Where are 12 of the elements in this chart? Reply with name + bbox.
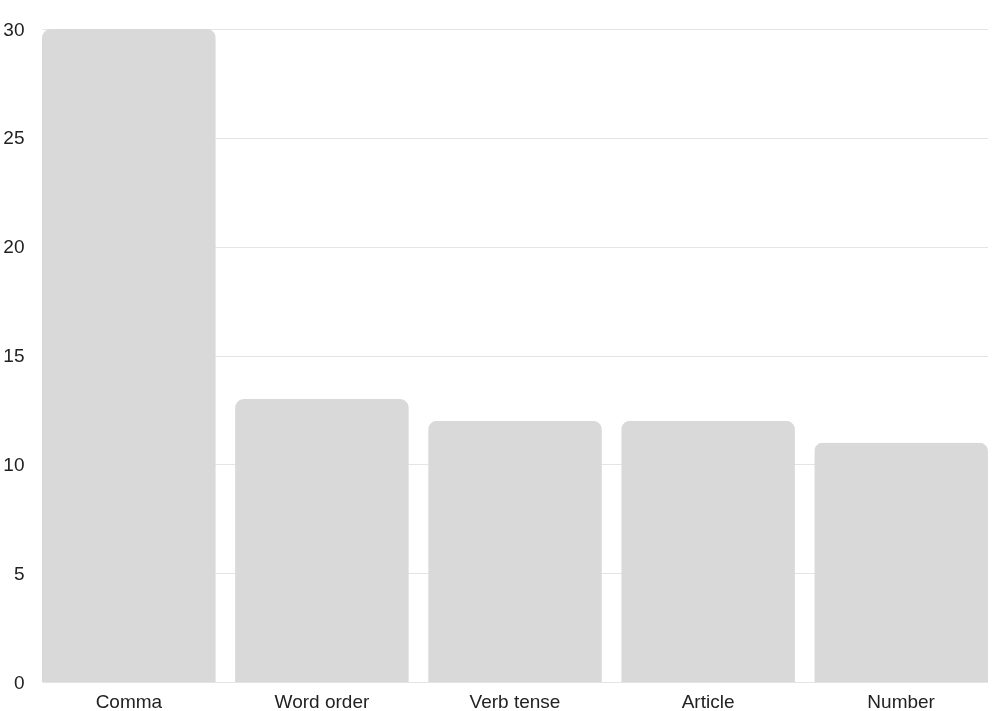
x-tick-label: Comma <box>95 690 163 711</box>
y-tick-label: 25 <box>3 127 25 149</box>
y-tick-label: 20 <box>3 236 25 258</box>
y-tick-label: 0 <box>13 671 25 693</box>
x-tick-label: Article <box>681 690 735 711</box>
x-tick-label: Word order <box>274 690 370 711</box>
y-tick-label: 5 <box>13 562 25 584</box>
x-tick-label: Verb tense <box>469 690 561 711</box>
x-tick-label: Number <box>867 690 936 711</box>
y-tick-label: 30 <box>3 18 25 40</box>
y-tick-label: 10 <box>3 453 25 475</box>
y-tick-label: 15 <box>3 345 25 366</box>
